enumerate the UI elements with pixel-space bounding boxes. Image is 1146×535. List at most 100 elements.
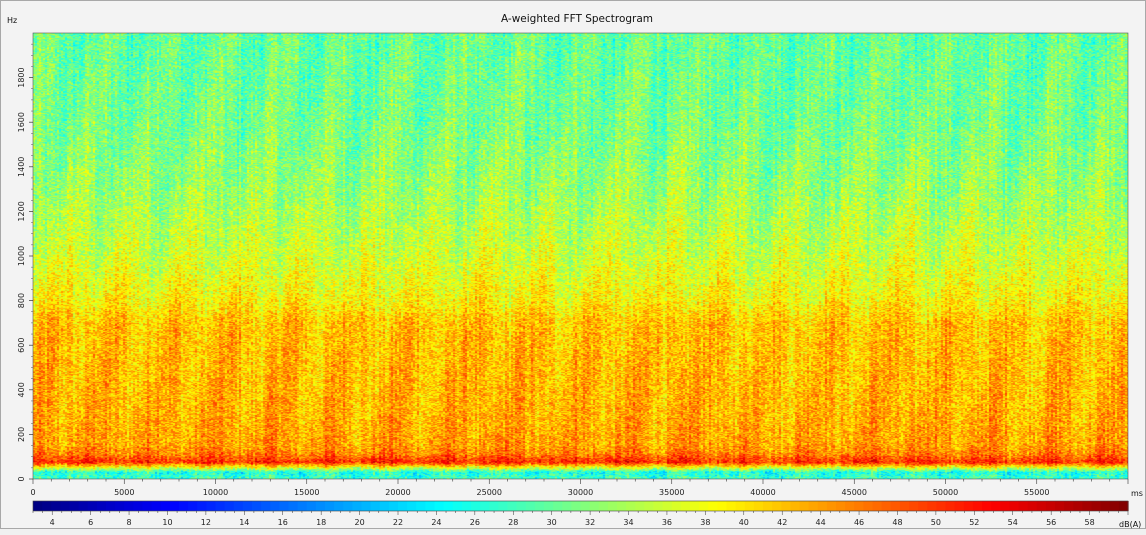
colorbar-tick-label: 58: [1084, 518, 1094, 527]
x-axis: 0 5000 10000 15000 20000 25000 30000 35000 40000…: [30, 479, 1129, 497]
colorbar-segment: [808, 501, 819, 511]
colorbar-segment: [863, 501, 874, 511]
colorbar-segment: [489, 501, 499, 511]
x-tick-label: 40000: [750, 488, 775, 497]
colorbar-segment: [443, 501, 454, 511]
colorbar-segment: [388, 501, 399, 511]
x-tick-label: 25000: [477, 488, 502, 497]
colorbar-segment: [854, 501, 864, 511]
colorbar-segment: [1109, 501, 1120, 511]
colorbar-segment: [534, 501, 545, 511]
colorbar-tick-label: 10: [162, 518, 172, 527]
y-tick-label: 0: [17, 476, 26, 481]
colorbar-tick-label: 52: [969, 518, 979, 527]
colorbar-segment: [826, 501, 837, 511]
colorbar-tick-label: 44: [816, 518, 826, 527]
colorbar-segment: [288, 501, 299, 511]
colorbar-segment: [1018, 501, 1029, 511]
colorbar-segment: [461, 501, 472, 511]
x-tick-label: 15000: [294, 488, 319, 497]
colorbar-segment: [160, 501, 171, 511]
colorbar-segment: [1045, 501, 1056, 511]
colorbar-segment: [982, 501, 992, 511]
colorbar-segment: [1100, 501, 1111, 511]
colorbar-segment: [936, 501, 947, 511]
colorbar-tick-label: 12: [201, 518, 211, 527]
y-tick-label: 400: [17, 382, 26, 397]
colorbar-segment: [425, 501, 436, 511]
colorbar-segment: [662, 501, 673, 511]
colorbar-segment: [680, 501, 691, 511]
colorbar-segment: [553, 501, 563, 511]
colorbar-segment: [60, 501, 71, 511]
colorbar-segment: [817, 501, 828, 511]
x-tick-label: 35000: [659, 488, 684, 497]
colorbar-segment: [781, 501, 791, 511]
colorbar-segment: [361, 501, 372, 511]
colorbar-segment: [242, 501, 253, 511]
y-tick-label: 1000: [17, 246, 26, 266]
colorbar-segment: [261, 501, 271, 511]
colorbar-segment: [717, 501, 728, 511]
colorbar-segment: [115, 501, 125, 511]
colorbar-tick-label: 14: [239, 518, 249, 527]
colorbar-axis: 4 6 8 10 12 14 16 18 20 22 24 26 28 30 32 34 36 38 40 42 44 4…: [32, 511, 1129, 527]
colorbar-segment: [224, 501, 235, 511]
colorbar-segment: [1091, 501, 1102, 511]
colorbar-segment: [753, 501, 764, 511]
colorbar-tick-label: 6: [88, 518, 93, 527]
colorbar-tick-label: 30: [547, 518, 557, 527]
colorbar-segment: [571, 501, 582, 511]
colorbar-segment: [927, 501, 937, 511]
spectrogram-image: [33, 33, 1128, 479]
colorbar-segment: [699, 501, 709, 511]
colorbar-segment: [124, 501, 134, 511]
colorbar: [32, 500, 1129, 512]
colorbar-segment: [398, 501, 408, 511]
colorbar-segment: [306, 501, 317, 511]
colorbar-tick-label: 26: [470, 518, 480, 527]
colorbar-segment: [991, 501, 1001, 511]
colorbar-segment: [890, 501, 901, 511]
colorbar-segment: [836, 501, 846, 511]
x-tick-label: 30000: [568, 488, 593, 497]
colorbar-segment: [471, 501, 481, 511]
colorbar-segment: [918, 501, 928, 511]
colorbar-segment: [507, 501, 518, 511]
colorbar-segment: [498, 501, 509, 511]
colorbar-segment: [945, 501, 956, 511]
colorbar-segment: [790, 501, 801, 511]
colorbar-segment: [197, 501, 207, 511]
x-axis-unit: ms: [1131, 489, 1143, 498]
colorbar-tick-label: 50: [931, 518, 941, 527]
y-tick-label: 1400: [17, 157, 26, 177]
colorbar-segment: [872, 501, 883, 511]
colorbar-segment: [215, 501, 226, 511]
colorbar-segment: [516, 501, 527, 511]
colorbar-segment: [644, 501, 655, 511]
x-tick-label: 45000: [842, 488, 867, 497]
colorbar-segment: [690, 501, 700, 511]
colorbar-segment: [1000, 501, 1010, 511]
y-tick-label: 1800: [17, 67, 26, 87]
colorbar-segment: [51, 501, 61, 511]
colorbar-segment: [726, 501, 737, 511]
colorbar-segment: [270, 501, 280, 511]
colorbar-tick-label: 32: [585, 518, 595, 527]
colorbar-tick-label: 54: [1008, 518, 1018, 527]
colorbar-tick-label: 42: [777, 518, 787, 527]
colorbar-segment: [42, 501, 52, 511]
colorbar-segment: [96, 501, 107, 511]
colorbar-segment: [963, 501, 974, 511]
y-tick-label: 800: [17, 293, 26, 308]
y-tick-label: 1200: [17, 201, 26, 221]
colorbar-tick-label: 46: [854, 518, 864, 527]
colorbar-segment: [343, 501, 353, 511]
colorbar-segment: [279, 501, 290, 511]
colorbar-segment: [525, 501, 536, 511]
colorbar-segment: [416, 501, 426, 511]
colorbar-segment: [233, 501, 244, 511]
colorbar-segment: [1073, 501, 1083, 511]
